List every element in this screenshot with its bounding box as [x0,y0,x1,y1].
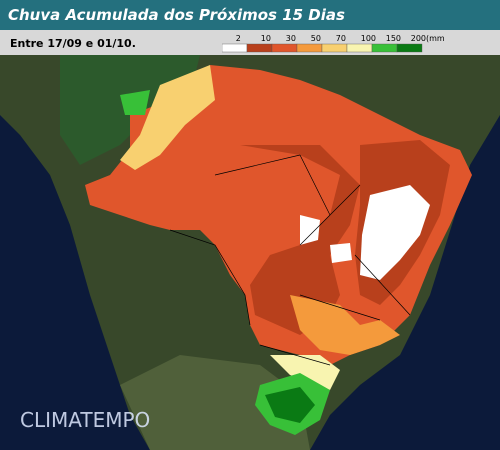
rain-region-50 [290,295,400,355]
legend-swatch [371,43,398,53]
watermark: CLIMATEMPO [20,408,150,432]
title: Chuva Acumulada dos Próximos 15 Dias [8,6,345,24]
legend-label: 150 [386,34,401,43]
legend: 2 10 30 50 70 100 150 200(mm) [222,34,444,53]
rain-region-70 [120,65,215,170]
legend-label: 2 [236,34,241,43]
rain-region-100 [270,355,340,390]
legend-label: 30 [286,34,296,43]
legend-label: 100 [361,34,376,43]
legend-swatch [396,43,423,53]
rain-region-200 [265,387,315,423]
legend-label: 70 [336,34,346,43]
legend-label: 50 [311,34,321,43]
sub-bar: Entre 17/09 e 01/10. 2 10 30 50 70 100 150 200(… [0,30,500,55]
rain-region-dry-2 [300,215,320,245]
legend-swatch [321,43,348,53]
rain-region-150 [120,90,150,115]
rain-region-dry-3 [330,243,352,263]
legend-swatch [346,43,373,53]
land-south [120,355,310,450]
legend-label: 10 [261,34,271,43]
period: Entre 17/09 e 01/10. [10,37,136,50]
legend-swatch [222,43,248,53]
title-bar: Chuva Acumulada dos Próximos 15 Dias [0,0,500,30]
legend-swatch [296,43,323,53]
map: CLIMATEMPO [0,55,500,450]
legend-swatch [246,43,273,53]
rain-region-dry [360,185,430,280]
rain-region-10 [240,145,360,335]
legend-label: 200(mm) [411,34,444,43]
state-borders [169,154,411,366]
legend-swatch [271,43,298,53]
